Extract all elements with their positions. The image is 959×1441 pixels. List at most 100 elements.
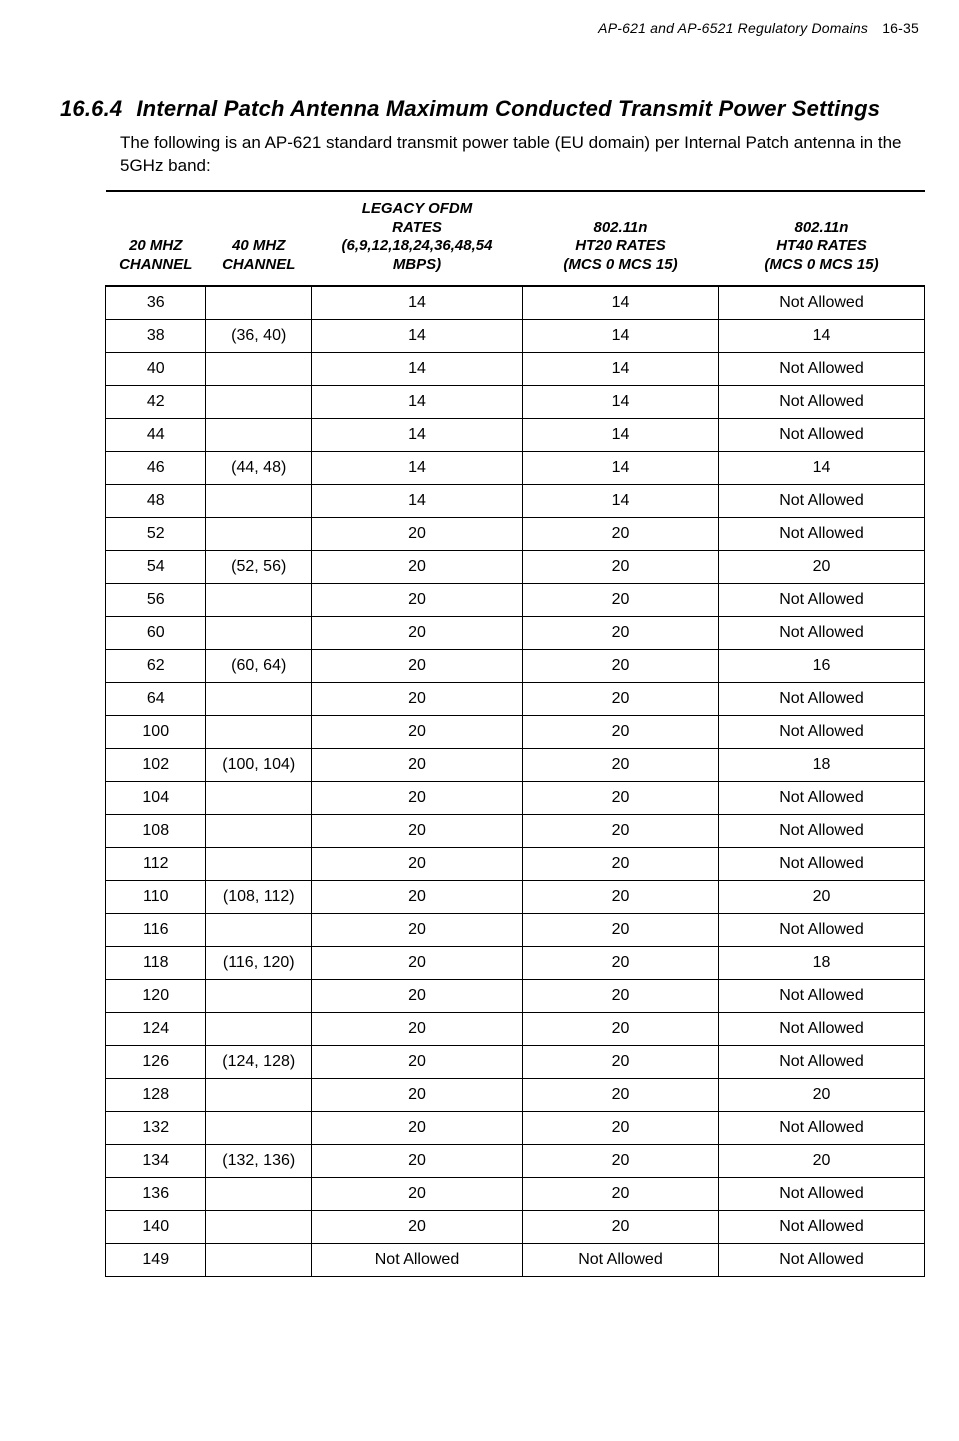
- table-cell: 20: [311, 1177, 522, 1210]
- table-cell: 14: [311, 319, 522, 352]
- table-row: 1122020Not Allowed: [106, 847, 925, 880]
- table-cell: Not Allowed: [718, 385, 924, 418]
- section-number: 16.6.4: [60, 96, 122, 122]
- table-cell: 20: [523, 1210, 719, 1243]
- table-cell: 108: [106, 814, 206, 847]
- col-header-line: 20 MHZ: [129, 237, 182, 254]
- table-cell: 14: [523, 352, 719, 385]
- table-cell: 64: [106, 682, 206, 715]
- table-cell: [206, 484, 312, 517]
- table-cell: [206, 1012, 312, 1045]
- table-cell: 54: [106, 550, 206, 583]
- table-cell: (60, 64): [206, 649, 312, 682]
- table-cell: Not Allowed: [718, 583, 924, 616]
- table-cell: 128: [106, 1078, 206, 1111]
- table-cell: 20: [311, 649, 522, 682]
- table-cell: 14: [311, 352, 522, 385]
- table-cell: 20: [311, 1045, 522, 1078]
- table-row: 1162020Not Allowed: [106, 913, 925, 946]
- header-page-number: 16-35: [882, 20, 919, 36]
- table-cell: 14: [523, 385, 719, 418]
- table-cell: 20: [523, 1144, 719, 1177]
- table-cell: 56: [106, 583, 206, 616]
- table-cell: [206, 616, 312, 649]
- table-cell: [206, 418, 312, 451]
- table-cell: Not Allowed: [718, 913, 924, 946]
- col-header-line: MBPS): [393, 256, 441, 273]
- table-cell: [206, 1078, 312, 1111]
- table-cell: 20: [523, 847, 719, 880]
- table-row: 118(116, 120)202018: [106, 946, 925, 979]
- table-cell: 20: [523, 1045, 719, 1078]
- table-cell: 20: [311, 1144, 522, 1177]
- table-cell: 20: [311, 715, 522, 748]
- table-row: 102(100, 104)202018: [106, 748, 925, 781]
- table-cell: 118: [106, 946, 206, 979]
- table-cell: [206, 385, 312, 418]
- table-cell: 14: [718, 319, 924, 352]
- table-cell: Not Allowed: [718, 418, 924, 451]
- table-cell: 112: [106, 847, 206, 880]
- table-cell: 20: [523, 583, 719, 616]
- table-cell: Not Allowed: [718, 979, 924, 1012]
- table-cell: 42: [106, 385, 206, 418]
- table-row: 110(108, 112)202020: [106, 880, 925, 913]
- table-cell: [206, 781, 312, 814]
- table-cell: 116: [106, 913, 206, 946]
- table-cell: [206, 913, 312, 946]
- table-cell: 36: [106, 286, 206, 320]
- table-cell: Not Allowed: [718, 715, 924, 748]
- table-cell: 20: [311, 979, 522, 1012]
- table-cell: 20: [523, 682, 719, 715]
- table-cell: 14: [523, 484, 719, 517]
- table-row: 562020Not Allowed: [106, 583, 925, 616]
- table-cell: 52: [106, 517, 206, 550]
- table-cell: 14: [311, 451, 522, 484]
- table-cell: 124: [106, 1012, 206, 1045]
- col-header-line: (MCS 0 MCS 15): [563, 256, 677, 273]
- table-cell: Not Allowed: [311, 1243, 522, 1276]
- table-cell: Not Allowed: [718, 781, 924, 814]
- table-row: 149Not AllowedNot AllowedNot Allowed: [106, 1243, 925, 1276]
- table-cell: 14: [523, 451, 719, 484]
- table-cell: 20: [718, 1144, 924, 1177]
- table-cell: 20: [311, 946, 522, 979]
- col-header-line: 802.11n: [594, 219, 648, 236]
- table-cell: 14: [311, 484, 522, 517]
- table-cell: Not Allowed: [718, 1243, 924, 1276]
- table-cell: [206, 715, 312, 748]
- table-cell: 14: [718, 451, 924, 484]
- table-cell: 20: [523, 979, 719, 1012]
- table-cell: 100: [106, 715, 206, 748]
- table-row: 54(52, 56)202020: [106, 550, 925, 583]
- table-cell: 14: [311, 385, 522, 418]
- table-cell: 60: [106, 616, 206, 649]
- table-cell: 14: [311, 286, 522, 320]
- col-header-ht20: 802.11n HT20 RATES (MCS 0 MCS 15): [523, 191, 719, 286]
- table-cell: 20: [311, 913, 522, 946]
- table-cell: 110: [106, 880, 206, 913]
- table-row: 38(36, 40)141414: [106, 319, 925, 352]
- table-cell: (52, 56): [206, 550, 312, 583]
- table-cell: Not Allowed: [718, 286, 924, 320]
- table-cell: 20: [523, 715, 719, 748]
- table-cell: 20: [523, 517, 719, 550]
- col-header-line: HT20 RATES: [575, 237, 666, 254]
- table-cell: Not Allowed: [718, 1045, 924, 1078]
- table-row: 1082020Not Allowed: [106, 814, 925, 847]
- table-cell: (108, 112): [206, 880, 312, 913]
- table-cell: 14: [311, 418, 522, 451]
- table-cell: [206, 286, 312, 320]
- table-cell: [206, 1177, 312, 1210]
- table-cell: [206, 1243, 312, 1276]
- table-cell: 20: [523, 946, 719, 979]
- table-cell: 126: [106, 1045, 206, 1078]
- table-row: 1002020Not Allowed: [106, 715, 925, 748]
- table-cell: 14: [523, 319, 719, 352]
- table-cell: 46: [106, 451, 206, 484]
- table-cell: [206, 682, 312, 715]
- table-cell: [206, 1111, 312, 1144]
- col-header-line: CHANNEL: [222, 256, 295, 273]
- table-cell: 18: [718, 748, 924, 781]
- table-cell: 44: [106, 418, 206, 451]
